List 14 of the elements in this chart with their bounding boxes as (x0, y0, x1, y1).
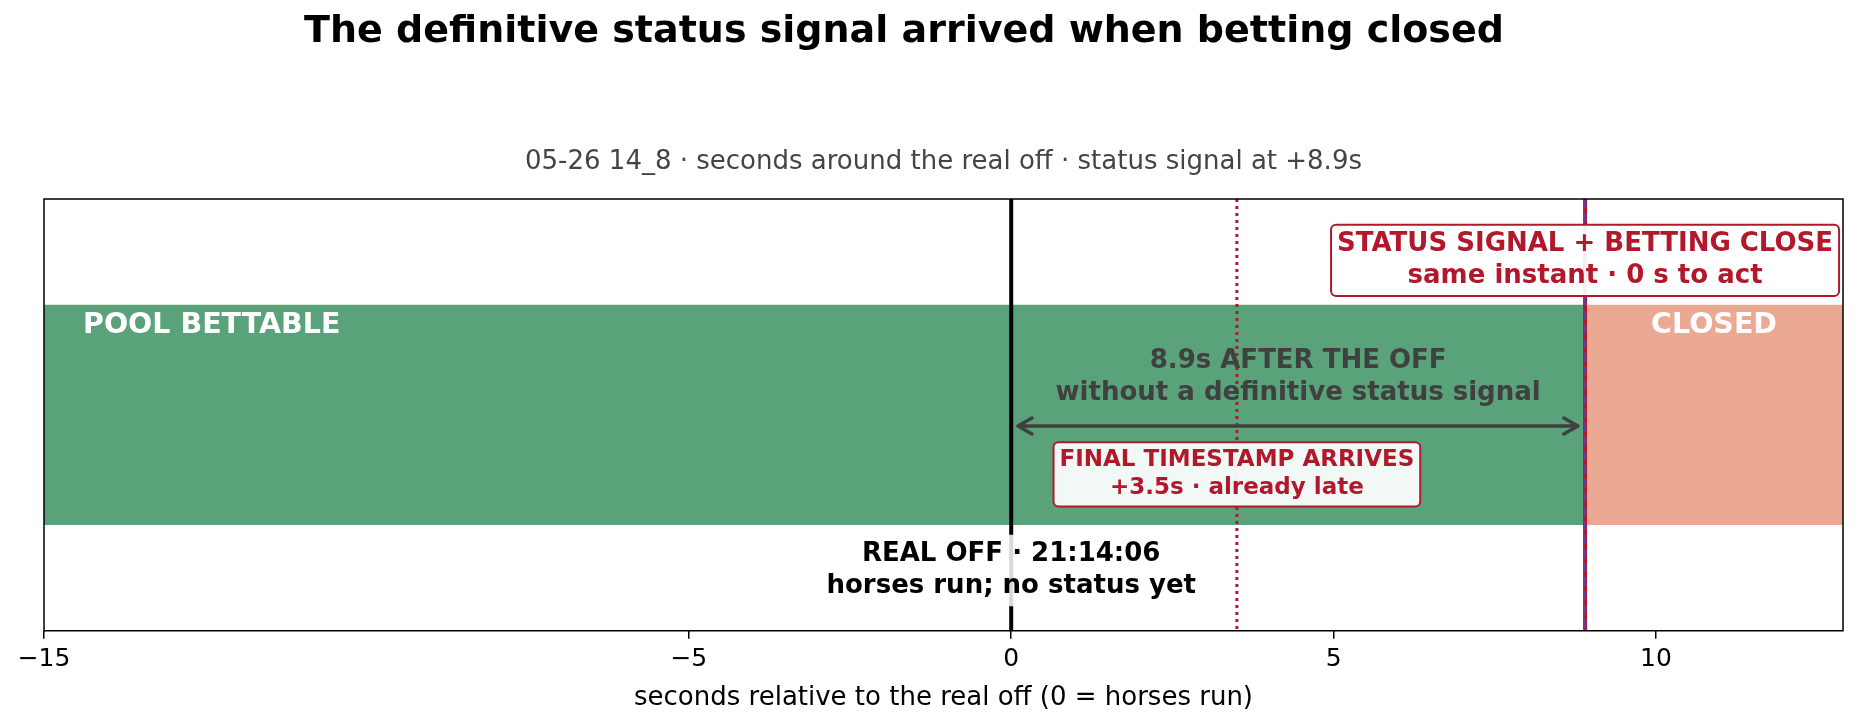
ref-line-label: STATUS SIGNAL + BETTING CLOSE same instant · 0 s to act (1337, 227, 1834, 289)
annotation: 8.9s AFTER THE OFF without a definitive status signal (1055, 344, 1541, 407)
x-tick-label: −5 (670, 643, 708, 673)
ref-line-label: FINAL TIMESTAMP ARRIVES +3.5s · already late (1059, 445, 1415, 500)
x-tick-label: 10 (1640, 643, 1672, 673)
series-label: POOL BETTABLE (83, 307, 341, 341)
x-tick-label: −15 (17, 643, 71, 673)
annotation: REAL OFF · 21:14:06 horses run; no status yet (826, 537, 1196, 600)
x-tick-label: 0 (1003, 643, 1020, 673)
chart-subtitle: 05-26 14_8 · seconds around the real off · status signal at +8.9s (525, 144, 1362, 175)
chart-title: The definitive status signal arrived when betting closed (304, 6, 1504, 51)
x-axis-title: seconds relative to the real off (0 = horses run) (633, 681, 1254, 712)
x-tick-label: 5 (1325, 643, 1342, 673)
series-label: CLOSED (1651, 307, 1778, 341)
